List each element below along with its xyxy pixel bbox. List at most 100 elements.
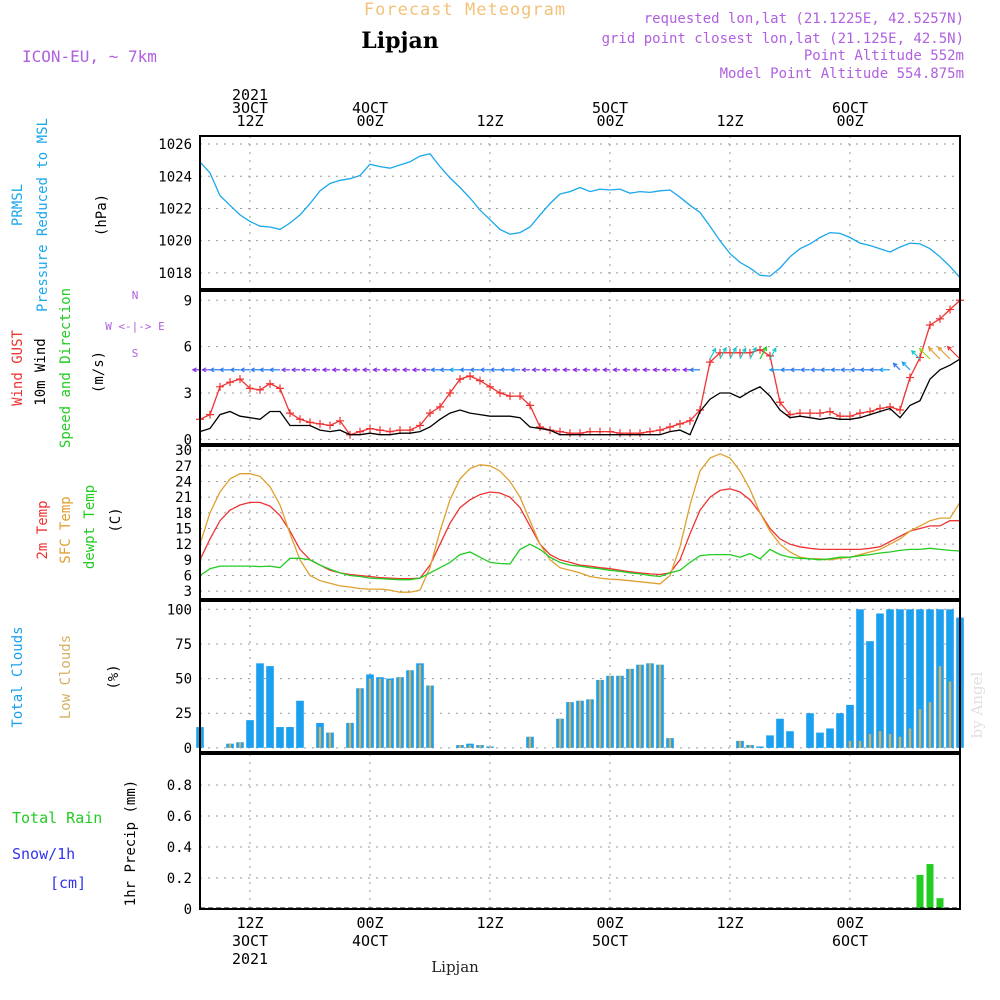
- low-cloud-bar: [848, 740, 852, 748]
- wind-arrow-head: [927, 346, 933, 352]
- wind-arrow-head: [722, 346, 727, 352]
- requested-location: requested lon,lat (21.1225E, 42.5257N): [644, 11, 964, 27]
- wind-arrow-head: [602, 367, 608, 373]
- low-cloud-bar: [398, 677, 402, 748]
- wind-arrow-head: [342, 367, 348, 373]
- wind-arrow-head: [859, 367, 865, 373]
- total-cloud-bar: [776, 718, 784, 748]
- wind-arrow-head: [809, 367, 815, 373]
- gust-point-marker: [226, 378, 234, 387]
- gust-point-marker: [926, 321, 934, 329]
- top-time-label: 00Z: [836, 112, 863, 130]
- temp-ytick-label: 9: [184, 553, 192, 569]
- wind-arrow-head: [239, 367, 245, 373]
- wind-arrow-head: [361, 367, 367, 373]
- model-altitude: Model Point Altitude 554.875m: [720, 66, 964, 82]
- wind-arrow-head: [562, 367, 568, 373]
- precip-ylabel: 1hr Precip (mm): [123, 780, 139, 906]
- low-cloud-bar: [408, 670, 412, 748]
- wind-arrow-head: [382, 367, 388, 373]
- chart-title: Lipjan: [361, 28, 438, 54]
- gust-point-marker: [456, 375, 464, 384]
- gust-point-marker: [286, 409, 294, 418]
- wind-panel: 0 3 6 9: [184, 290, 964, 448]
- low-cloud-bar: [228, 743, 232, 748]
- wind-arrow-head: [352, 367, 358, 373]
- gust-point-marker: [206, 410, 214, 419]
- pressure-label-1: PRMSL: [10, 184, 26, 226]
- wind-arrow-head: [799, 367, 805, 373]
- low-cloud-bar: [938, 666, 942, 748]
- wind-arrow-head: [300, 367, 306, 373]
- gust-point-marker: [666, 423, 674, 431]
- gust-point-marker: [436, 402, 444, 411]
- snow-unit: [cm]: [50, 874, 86, 892]
- gust-point-marker: [676, 419, 684, 428]
- low-cloud-bar: [898, 736, 902, 748]
- wind-arrow-head: [682, 367, 688, 373]
- pressure-ytick-label: 1022: [158, 201, 192, 217]
- top-time-label: 12Z: [716, 112, 743, 130]
- wind-series-10m-wind: [199, 358, 961, 436]
- bottom-time-label: 00Z: [356, 914, 383, 932]
- wind-arrow-head: [762, 345, 767, 352]
- wind-arrow-head: [541, 367, 547, 373]
- precip-ytick-label: 0.8: [167, 778, 192, 794]
- wind-arrow-head: [688, 367, 694, 373]
- total-cloud-bar: [816, 732, 824, 748]
- wind-direction-arrow: [947, 346, 961, 360]
- wind-arrow-head: [741, 347, 747, 353]
- top-time-label: 00Z: [596, 112, 623, 130]
- wind-arrow-head: [499, 367, 505, 373]
- total-cloud-bar: [766, 735, 774, 748]
- low-cloud-bar: [628, 668, 632, 748]
- wind-arrow-head: [711, 347, 717, 353]
- bottom-time-label: 12Z: [716, 914, 743, 932]
- gust-point-marker: [366, 424, 374, 433]
- wind-arrow-head: [268, 367, 274, 373]
- gust-point-marker: [946, 305, 954, 314]
- wind-arrow-head: [372, 367, 378, 373]
- wind-direction-arrow: [769, 347, 777, 360]
- clouds-frame: [199, 600, 961, 753]
- gust-point-marker: [656, 426, 664, 435]
- gust-point-marker: [756, 345, 764, 354]
- wind-arrow-head: [311, 367, 317, 373]
- low-cloud-bar: [658, 664, 662, 748]
- low-cloud-bar: [458, 745, 462, 748]
- clouds-unit: (%): [106, 664, 122, 689]
- temp-ytick-label: 27: [175, 459, 192, 475]
- wind-arrow-head: [868, 367, 874, 373]
- point-altitude: Point Altitude 552m: [804, 48, 964, 64]
- low-cloud-bar: [368, 678, 372, 748]
- wind-arrow-head: [622, 367, 628, 373]
- wind-arrow-head: [572, 367, 578, 373]
- wind-arrow-head: [946, 345, 952, 351]
- low-cloud-bar: [608, 675, 612, 748]
- low-cloud-bar: [878, 731, 882, 748]
- clouds-ytick-label: 50: [175, 672, 192, 688]
- gust-point-marker: [686, 416, 694, 425]
- wind-arrow-head: [249, 367, 255, 373]
- low-cloud-bar: [238, 742, 242, 748]
- rain-bar: [936, 898, 944, 909]
- rain-label: Total Rain: [12, 809, 102, 827]
- wind-arrow-head: [290, 367, 296, 373]
- gust-point-marker: [216, 382, 224, 391]
- top-time-label: 6OCT: [832, 99, 868, 117]
- wind-direction-arrow: [911, 350, 921, 360]
- gust-point-marker: [426, 409, 434, 418]
- low-cloud-bar: [588, 699, 592, 748]
- temp-ytick-label: 30: [175, 443, 192, 459]
- pressure-ytick-label: 1018: [158, 266, 192, 282]
- clouds-panel: 0 25 50 75 100: [167, 600, 964, 757]
- wind-ytick-label: 0: [184, 432, 192, 448]
- gust-point-marker: [826, 407, 834, 416]
- wind-arrow-head: [401, 367, 407, 373]
- wind-arrow-head: [937, 346, 943, 352]
- top-time-label: 2021: [232, 86, 268, 104]
- wind-arrow-head: [459, 367, 465, 373]
- wind-arrow-head: [878, 367, 884, 373]
- pressure-ytick-label: 1020: [158, 234, 192, 250]
